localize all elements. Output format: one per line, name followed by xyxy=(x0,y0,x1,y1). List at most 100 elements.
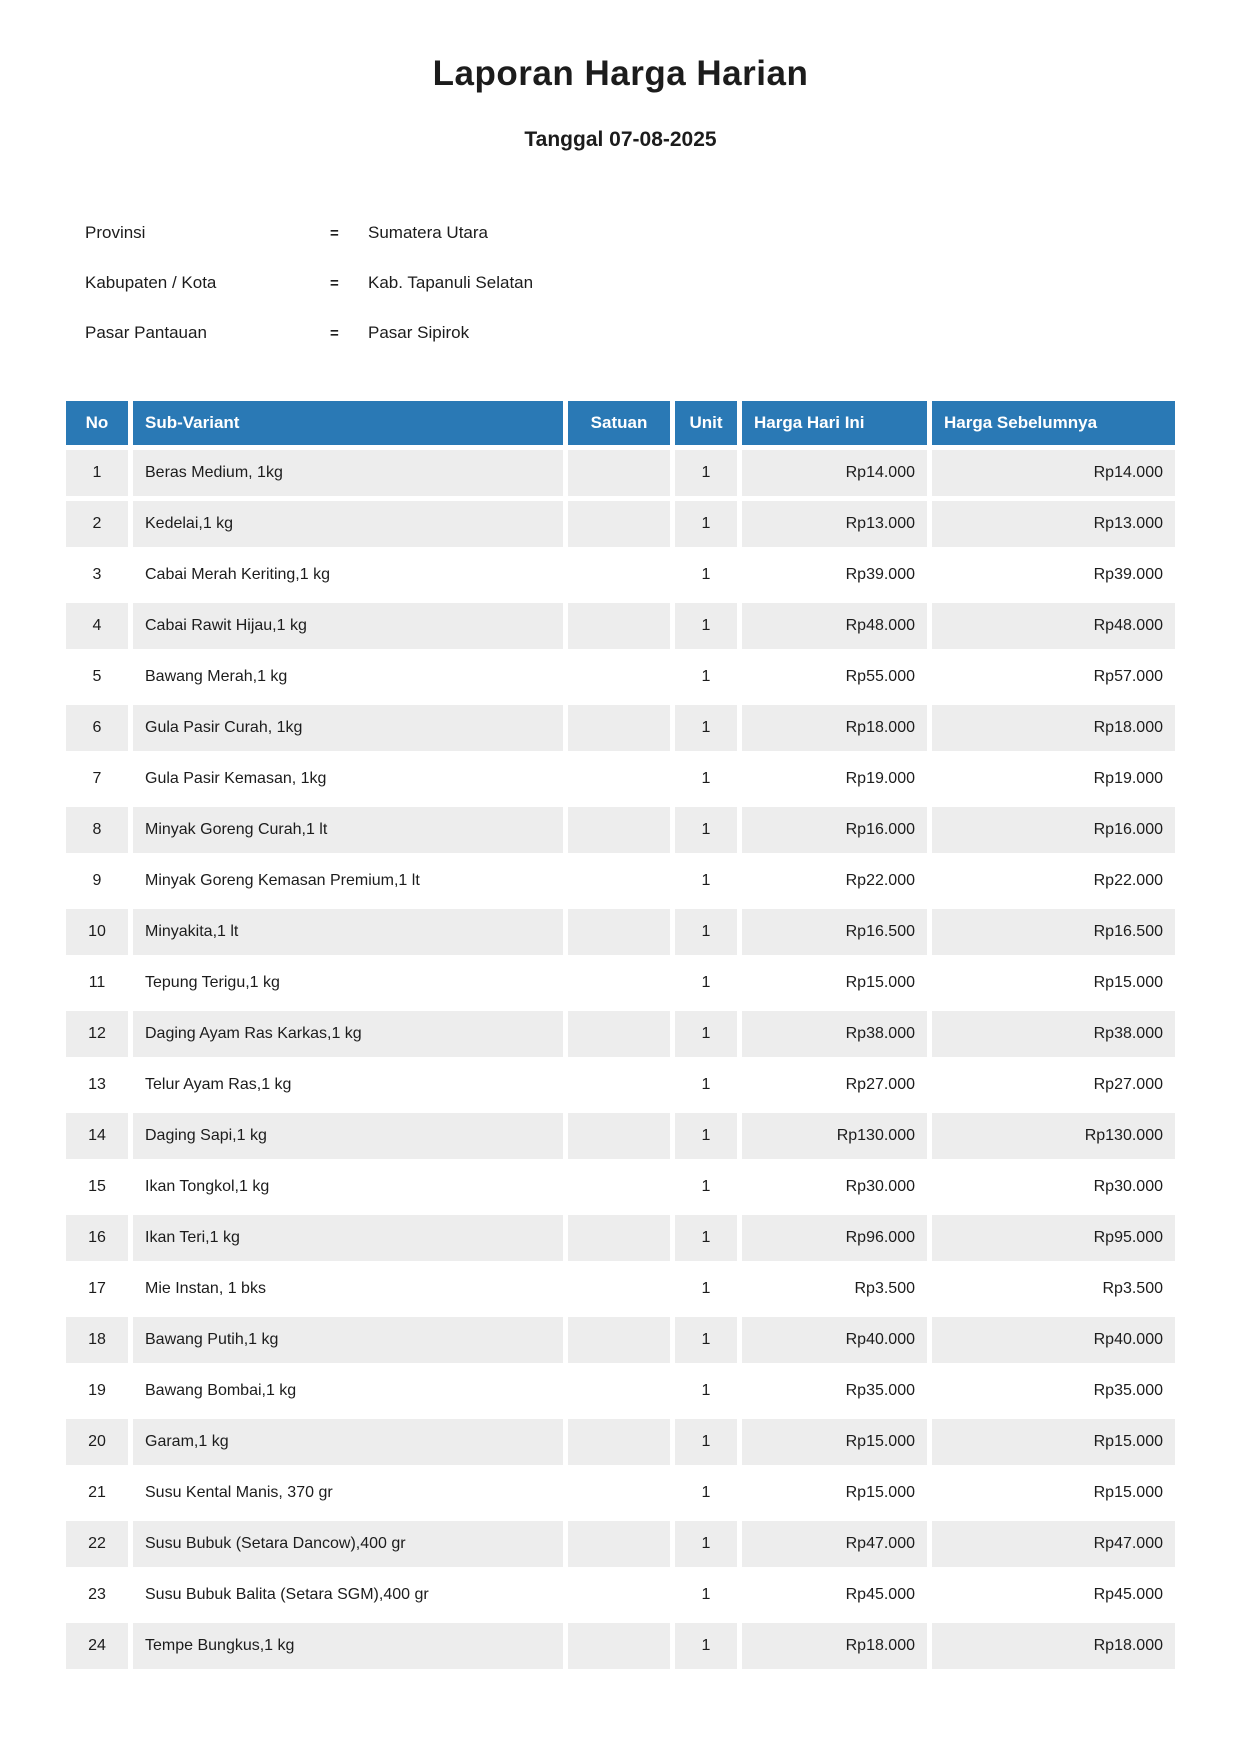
cell-harga-hari-ini: Rp47.000 xyxy=(742,1521,927,1567)
cell-no: 4 xyxy=(66,603,128,649)
cell-unit: 1 xyxy=(675,1215,737,1261)
table-row: 7 Gula Pasir Kemasan, 1kg 1 Rp19.000 Rp1… xyxy=(66,756,1175,802)
cell-sub-variant: Ikan Tongkol,1 kg xyxy=(133,1164,563,1210)
cell-satuan xyxy=(568,450,670,496)
table-row: 12 Daging Ayam Ras Karkas,1 kg 1 Rp38.00… xyxy=(66,1011,1175,1057)
table-row: 1 Beras Medium, 1kg 1 Rp14.000 Rp14.000 xyxy=(66,450,1175,496)
cell-sub-variant: Bawang Merah,1 kg xyxy=(133,654,563,700)
cell-unit: 1 xyxy=(675,756,737,802)
cell-satuan xyxy=(568,1521,670,1567)
cell-sub-variant: Susu Bubuk (Setara Dancow),400 gr xyxy=(133,1521,563,1567)
cell-satuan xyxy=(568,1572,670,1618)
cell-satuan xyxy=(568,1164,670,1210)
cell-satuan xyxy=(568,756,670,802)
cell-harga-sebelumnya: Rp39.000 xyxy=(932,552,1175,598)
info-row: Kabupaten / Kota = Kab. Tapanuli Selatan xyxy=(85,258,1241,308)
cell-harga-hari-ini: Rp16.500 xyxy=(742,909,927,955)
cell-satuan xyxy=(568,1419,670,1465)
info-label: Pasar Pantauan xyxy=(85,323,207,342)
cell-unit: 1 xyxy=(675,1521,737,1567)
cell-unit: 1 xyxy=(675,654,737,700)
cell-harga-sebelumnya: Rp14.000 xyxy=(932,450,1175,496)
cell-harga-hari-ini: Rp15.000 xyxy=(742,1470,927,1516)
cell-sub-variant: Ikan Teri,1 kg xyxy=(133,1215,563,1261)
col-header-harga-hari-ini: Harga Hari Ini xyxy=(742,401,927,445)
cell-sub-variant: Cabai Merah Keriting,1 kg xyxy=(133,552,563,598)
cell-sub-variant: Susu Bubuk Balita (Setara SGM),400 gr xyxy=(133,1572,563,1618)
table-row: 24 Tempe Bungkus,1 kg 1 Rp18.000 Rp18.00… xyxy=(66,1623,1175,1669)
cell-unit: 1 xyxy=(675,909,737,955)
cell-no: 20 xyxy=(66,1419,128,1465)
table-row: 3 Cabai Merah Keriting,1 kg 1 Rp39.000 R… xyxy=(66,552,1175,598)
table-row: 9 Minyak Goreng Kemasan Premium,1 lt 1 R… xyxy=(66,858,1175,904)
cell-harga-sebelumnya: Rp16.500 xyxy=(932,909,1175,955)
cell-harga-sebelumnya: Rp15.000 xyxy=(932,1419,1175,1465)
cell-harga-hari-ini: Rp35.000 xyxy=(742,1368,927,1414)
cell-satuan xyxy=(568,1368,670,1414)
col-header-no: No xyxy=(66,401,128,445)
info-value: Kab. Tapanuli Selatan xyxy=(368,273,534,292)
col-header-satuan: Satuan xyxy=(568,401,670,445)
cell-unit: 1 xyxy=(675,807,737,853)
col-header-unit: Unit xyxy=(675,401,737,445)
cell-sub-variant: Beras Medium, 1kg xyxy=(133,450,563,496)
cell-sub-variant: Minyakita,1 lt xyxy=(133,909,563,955)
cell-harga-hari-ini: Rp38.000 xyxy=(742,1011,927,1057)
cell-satuan xyxy=(568,1470,670,1516)
cell-no: 17 xyxy=(66,1266,128,1312)
cell-sub-variant: Gula Pasir Kemasan, 1kg xyxy=(133,756,563,802)
cell-satuan xyxy=(568,501,670,547)
report-date: Tanggal 07-08-2025 xyxy=(524,128,717,151)
cell-unit: 1 xyxy=(675,1419,737,1465)
cell-no: 7 xyxy=(66,756,128,802)
cell-sub-variant: Gula Pasir Curah, 1kg xyxy=(133,705,563,751)
cell-sub-variant: Daging Ayam Ras Karkas,1 kg xyxy=(133,1011,563,1057)
info-label: Kabupaten / Kota xyxy=(85,273,217,292)
table-row: 8 Minyak Goreng Curah,1 lt 1 Rp16.000 Rp… xyxy=(66,807,1175,853)
col-header-sub-variant: Sub-Variant xyxy=(133,401,563,445)
table-row: 16 Ikan Teri,1 kg 1 Rp96.000 Rp95.000 xyxy=(66,1215,1175,1261)
info-row: Provinsi = Sumatera Utara xyxy=(85,208,1241,258)
cell-sub-variant: Cabai Rawit Hijau,1 kg xyxy=(133,603,563,649)
cell-unit: 1 xyxy=(675,1470,737,1516)
page-title: Laporan Harga Harian xyxy=(432,54,809,93)
cell-no: 16 xyxy=(66,1215,128,1261)
cell-no: 1 xyxy=(66,450,128,496)
cell-no: 23 xyxy=(66,1572,128,1618)
cell-harga-hari-ini: Rp40.000 xyxy=(742,1317,927,1363)
table-row: 18 Bawang Putih,1 kg 1 Rp40.000 Rp40.000 xyxy=(66,1317,1175,1363)
table-row: 4 Cabai Rawit Hijau,1 kg 1 Rp48.000 Rp48… xyxy=(66,603,1175,649)
cell-satuan xyxy=(568,705,670,751)
cell-sub-variant: Tepung Terigu,1 kg xyxy=(133,960,563,1006)
cell-sub-variant: Kedelai,1 kg xyxy=(133,501,563,547)
cell-unit: 1 xyxy=(675,1113,737,1159)
cell-harga-sebelumnya: Rp130.000 xyxy=(932,1113,1175,1159)
equals-sign: = xyxy=(330,224,339,242)
cell-harga-sebelumnya: Rp38.000 xyxy=(932,1011,1175,1057)
cell-harga-sebelumnya: Rp13.000 xyxy=(932,501,1175,547)
cell-harga-sebelumnya: Rp95.000 xyxy=(932,1215,1175,1261)
cell-no: 9 xyxy=(66,858,128,904)
table-row: 6 Gula Pasir Curah, 1kg 1 Rp18.000 Rp18.… xyxy=(66,705,1175,751)
cell-harga-sebelumnya: Rp27.000 xyxy=(932,1062,1175,1108)
table-row: 20 Garam,1 kg 1 Rp15.000 Rp15.000 xyxy=(66,1419,1175,1465)
cell-unit: 1 xyxy=(675,450,737,496)
cell-satuan xyxy=(568,552,670,598)
cell-unit: 1 xyxy=(675,1623,737,1669)
cell-sub-variant: Susu Kental Manis, 370 gr xyxy=(133,1470,563,1516)
cell-satuan xyxy=(568,654,670,700)
equals-sign: = xyxy=(330,324,339,342)
cell-no: 18 xyxy=(66,1317,128,1363)
cell-harga-hari-ini: Rp13.000 xyxy=(742,501,927,547)
cell-sub-variant: Daging Sapi,1 kg xyxy=(133,1113,563,1159)
cell-unit: 1 xyxy=(675,1368,737,1414)
price-table: No Sub-Variant Satuan Unit Harga Hari In… xyxy=(61,396,1180,1674)
cell-harga-sebelumnya: Rp15.000 xyxy=(932,960,1175,1006)
cell-unit: 1 xyxy=(675,501,737,547)
cell-unit: 1 xyxy=(675,1062,737,1108)
cell-satuan xyxy=(568,1266,670,1312)
cell-sub-variant: Mie Instan, 1 bks xyxy=(133,1266,563,1312)
table-row: 5 Bawang Merah,1 kg 1 Rp55.000 Rp57.000 xyxy=(66,654,1175,700)
cell-harga-sebelumnya: Rp30.000 xyxy=(932,1164,1175,1210)
cell-harga-hari-ini: Rp96.000 xyxy=(742,1215,927,1261)
